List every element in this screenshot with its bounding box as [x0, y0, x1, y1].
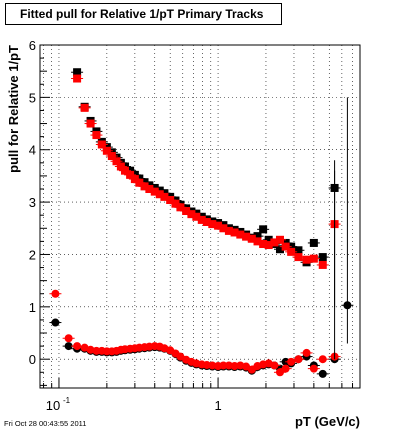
data-point-square — [187, 210, 196, 219]
data-point-square — [160, 192, 169, 201]
data-point-circle — [230, 362, 239, 371]
data-point-circle — [73, 342, 82, 351]
x-tick-label: 10 — [46, 398, 60, 413]
data-point-square — [259, 239, 268, 248]
y-axis-label: pull for Relative 1/pT — [6, 45, 21, 173]
data-point-square — [140, 182, 149, 191]
data-point-square — [135, 174, 144, 183]
x-axis-label: pT (GeV/c) — [295, 414, 360, 429]
y-tick-label: 2 — [29, 247, 36, 262]
data-point-circle — [51, 318, 60, 327]
data-point-square — [80, 103, 89, 112]
data-point-square — [253, 232, 262, 241]
data-point-square — [116, 162, 125, 171]
data-point-square — [135, 178, 144, 187]
x-tick-label: 1 — [214, 398, 221, 413]
data-point-square — [287, 247, 296, 256]
data-point-square — [259, 225, 268, 234]
y-tick-label: 1 — [29, 300, 36, 315]
data-point-square — [166, 196, 175, 205]
x-tick-label: -1 — [63, 396, 71, 405]
data-point-square — [182, 207, 191, 216]
data-point-square — [97, 140, 106, 149]
data-point-circle — [302, 348, 311, 357]
data-point-square — [253, 237, 262, 246]
data-point-square — [214, 221, 223, 230]
data-point-square — [155, 190, 164, 199]
data-point-square — [275, 245, 284, 254]
data-point-circle — [64, 342, 73, 351]
data-point-square — [230, 228, 239, 237]
data-point-circle — [318, 355, 327, 364]
data-point-square — [107, 152, 116, 161]
data-point-circle — [281, 364, 290, 373]
data-point-circle — [51, 289, 60, 298]
data-point-square — [176, 203, 185, 212]
data-point-square — [126, 170, 135, 179]
data-point-square — [294, 246, 303, 255]
data-point-square — [219, 224, 228, 233]
data-point-square — [318, 260, 327, 269]
data-point-square — [270, 238, 279, 247]
data-point-square — [318, 253, 327, 262]
data-marks — [49, 68, 354, 378]
data-point-square — [208, 220, 217, 229]
data-point-square — [302, 255, 311, 264]
plot-frame — [39, 44, 361, 389]
data-point-square — [171, 199, 180, 208]
data-point-square — [197, 215, 206, 224]
y-tick-label: 3 — [29, 195, 36, 210]
data-point-circle — [64, 334, 73, 343]
data-point-circle — [309, 364, 318, 373]
data-point-square — [247, 234, 256, 243]
data-point-square — [102, 146, 111, 155]
data-point-circle — [275, 368, 284, 377]
data-point-square — [264, 235, 273, 244]
series — [71, 74, 341, 269]
y-tick-label: 6 — [29, 38, 36, 53]
y-tick-label: 5 — [29, 90, 36, 105]
chart-title: Fitted pull for Relative 1/pT Primary Tr… — [5, 3, 282, 25]
data-point-circle — [318, 369, 327, 378]
data-point-circle — [287, 357, 296, 366]
data-point-square — [120, 166, 129, 175]
data-point-square — [150, 187, 159, 196]
timestamp: Fri Oct 28 00:43:55 2011 — [4, 419, 87, 428]
data-point-circle — [270, 361, 279, 370]
data-point-square — [294, 253, 303, 262]
data-point-circle — [294, 355, 303, 364]
data-point-square — [112, 157, 121, 166]
data-point-circle — [208, 361, 217, 370]
data-point-square — [73, 68, 82, 77]
data-point-square — [130, 175, 139, 184]
data-point-circle — [247, 365, 256, 374]
series — [71, 68, 341, 267]
data-point-square — [309, 238, 318, 247]
y-tick-label: 0 — [29, 352, 36, 367]
data-point-square — [309, 254, 318, 263]
data-point-square — [236, 230, 245, 239]
data-point-square — [73, 74, 82, 83]
data-point-square — [264, 241, 273, 250]
data-point-square — [281, 242, 290, 251]
series — [49, 289, 341, 377]
data-point-square — [140, 178, 149, 187]
data-point-square — [202, 217, 211, 226]
data-point-square — [192, 212, 201, 221]
y-tick-label: 4 — [29, 143, 36, 158]
data-point-square — [224, 226, 233, 235]
data-point-square — [92, 131, 101, 140]
data-point-square — [242, 232, 251, 241]
data-point-square — [275, 235, 284, 244]
data-point-square — [86, 119, 95, 128]
data-point-square — [145, 185, 154, 194]
